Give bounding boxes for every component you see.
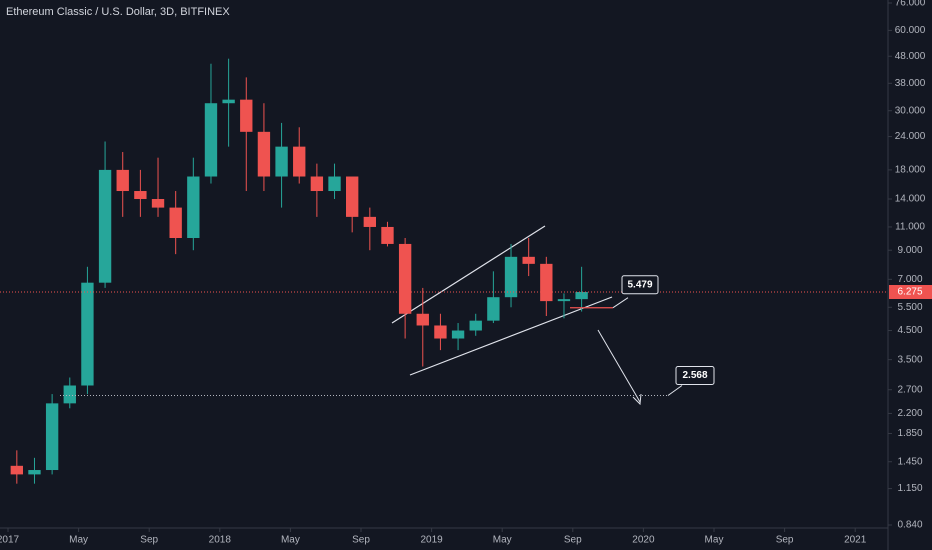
candle-body <box>381 226 394 244</box>
candle-body <box>434 325 447 339</box>
chart-title: Ethereum Classic / U.S. Dollar, 3D, BITF… <box>6 6 230 18</box>
x-tick-label: May <box>69 535 88 546</box>
y-tick-label: 2.700 <box>897 384 922 395</box>
candle-body <box>116 169 129 192</box>
callout-pointer <box>612 297 629 309</box>
y-tick-label: 2.200 <box>897 408 922 419</box>
callout-label: 2.568 <box>682 370 707 381</box>
callout-box <box>621 275 659 295</box>
x-tick-label: Sep <box>352 535 370 546</box>
y-tick-label: 5.500 <box>897 302 922 313</box>
y-tick-label: 14.000 <box>895 194 926 205</box>
callout-pointer <box>667 385 683 396</box>
projection-arrow <box>597 329 641 403</box>
arrow-head <box>632 393 642 406</box>
x-tick-label: Sep <box>140 535 158 546</box>
x-tick-label: 2021 <box>844 535 867 546</box>
candle-body <box>522 256 535 264</box>
candle-body <box>10 465 24 475</box>
candle-body <box>504 256 518 298</box>
candle-body <box>328 176 341 192</box>
x-tick-label: 2018 <box>209 535 232 546</box>
x-tick-label: 2017 <box>0 535 20 546</box>
candle-body <box>169 207 182 238</box>
y-tick-label: 48.000 <box>895 51 926 62</box>
candle-body <box>487 297 500 321</box>
y-tick-label: 3.500 <box>897 354 922 365</box>
candle-body <box>416 313 429 326</box>
y-tick-label: 7.000 <box>897 274 922 285</box>
y-tick-label: 4.500 <box>897 325 922 336</box>
y-tick-label: 1.850 <box>897 428 922 439</box>
y-tick-label: 18.000 <box>895 165 926 176</box>
y-tick-label: 38.000 <box>895 78 926 89</box>
candle-body <box>187 176 200 238</box>
candle-body <box>81 282 94 386</box>
y-tick-label: 60.000 <box>895 25 926 36</box>
candle-body <box>575 291 588 300</box>
candle-body <box>240 99 253 132</box>
last-price-label: 6.275 <box>897 287 922 298</box>
candle-body <box>45 403 59 471</box>
x-tick-label: Sep <box>776 535 794 546</box>
wedge-upper-line <box>391 225 546 324</box>
candle-body <box>398 243 412 314</box>
x-tick-label: May <box>281 535 300 546</box>
y-tick-label: 30.000 <box>895 105 926 116</box>
y-tick-label: 9.000 <box>897 245 922 256</box>
callout-label: 5.479 <box>627 279 652 290</box>
x-tick-label: 2020 <box>632 535 655 546</box>
y-tick-label: 24.000 <box>895 131 926 142</box>
candle-body <box>293 146 306 177</box>
candle-body <box>98 169 112 283</box>
wedge-lower-line <box>409 296 613 376</box>
candle-body <box>257 131 271 177</box>
candle-body <box>204 103 218 177</box>
y-tick-label: 0.840 <box>897 520 922 531</box>
callout-box <box>675 366 715 386</box>
candle-body <box>540 263 553 302</box>
candle-body <box>151 199 165 208</box>
candle-body <box>275 146 288 177</box>
x-tick-label: 2019 <box>420 535 443 546</box>
candle-body <box>310 176 324 192</box>
candle-body <box>451 330 465 339</box>
candle-body <box>557 299 571 302</box>
y-tick-label: 11.000 <box>895 222 925 233</box>
candle-body <box>363 216 377 227</box>
x-tick-label: May <box>493 535 512 546</box>
y-tick-label: 1.450 <box>897 456 922 467</box>
candle-body <box>28 470 41 475</box>
y-tick-label: 76.000 <box>895 0 926 9</box>
y-tick-label: 1.150 <box>897 483 922 494</box>
x-tick-label: Sep <box>564 535 582 546</box>
candle-body <box>134 191 147 200</box>
candle-body <box>222 99 235 104</box>
candle-body <box>469 320 482 331</box>
last-price-box <box>889 284 932 299</box>
candle-body <box>63 385 76 404</box>
x-tick-label: May <box>705 535 724 546</box>
candle-body <box>345 176 359 217</box>
